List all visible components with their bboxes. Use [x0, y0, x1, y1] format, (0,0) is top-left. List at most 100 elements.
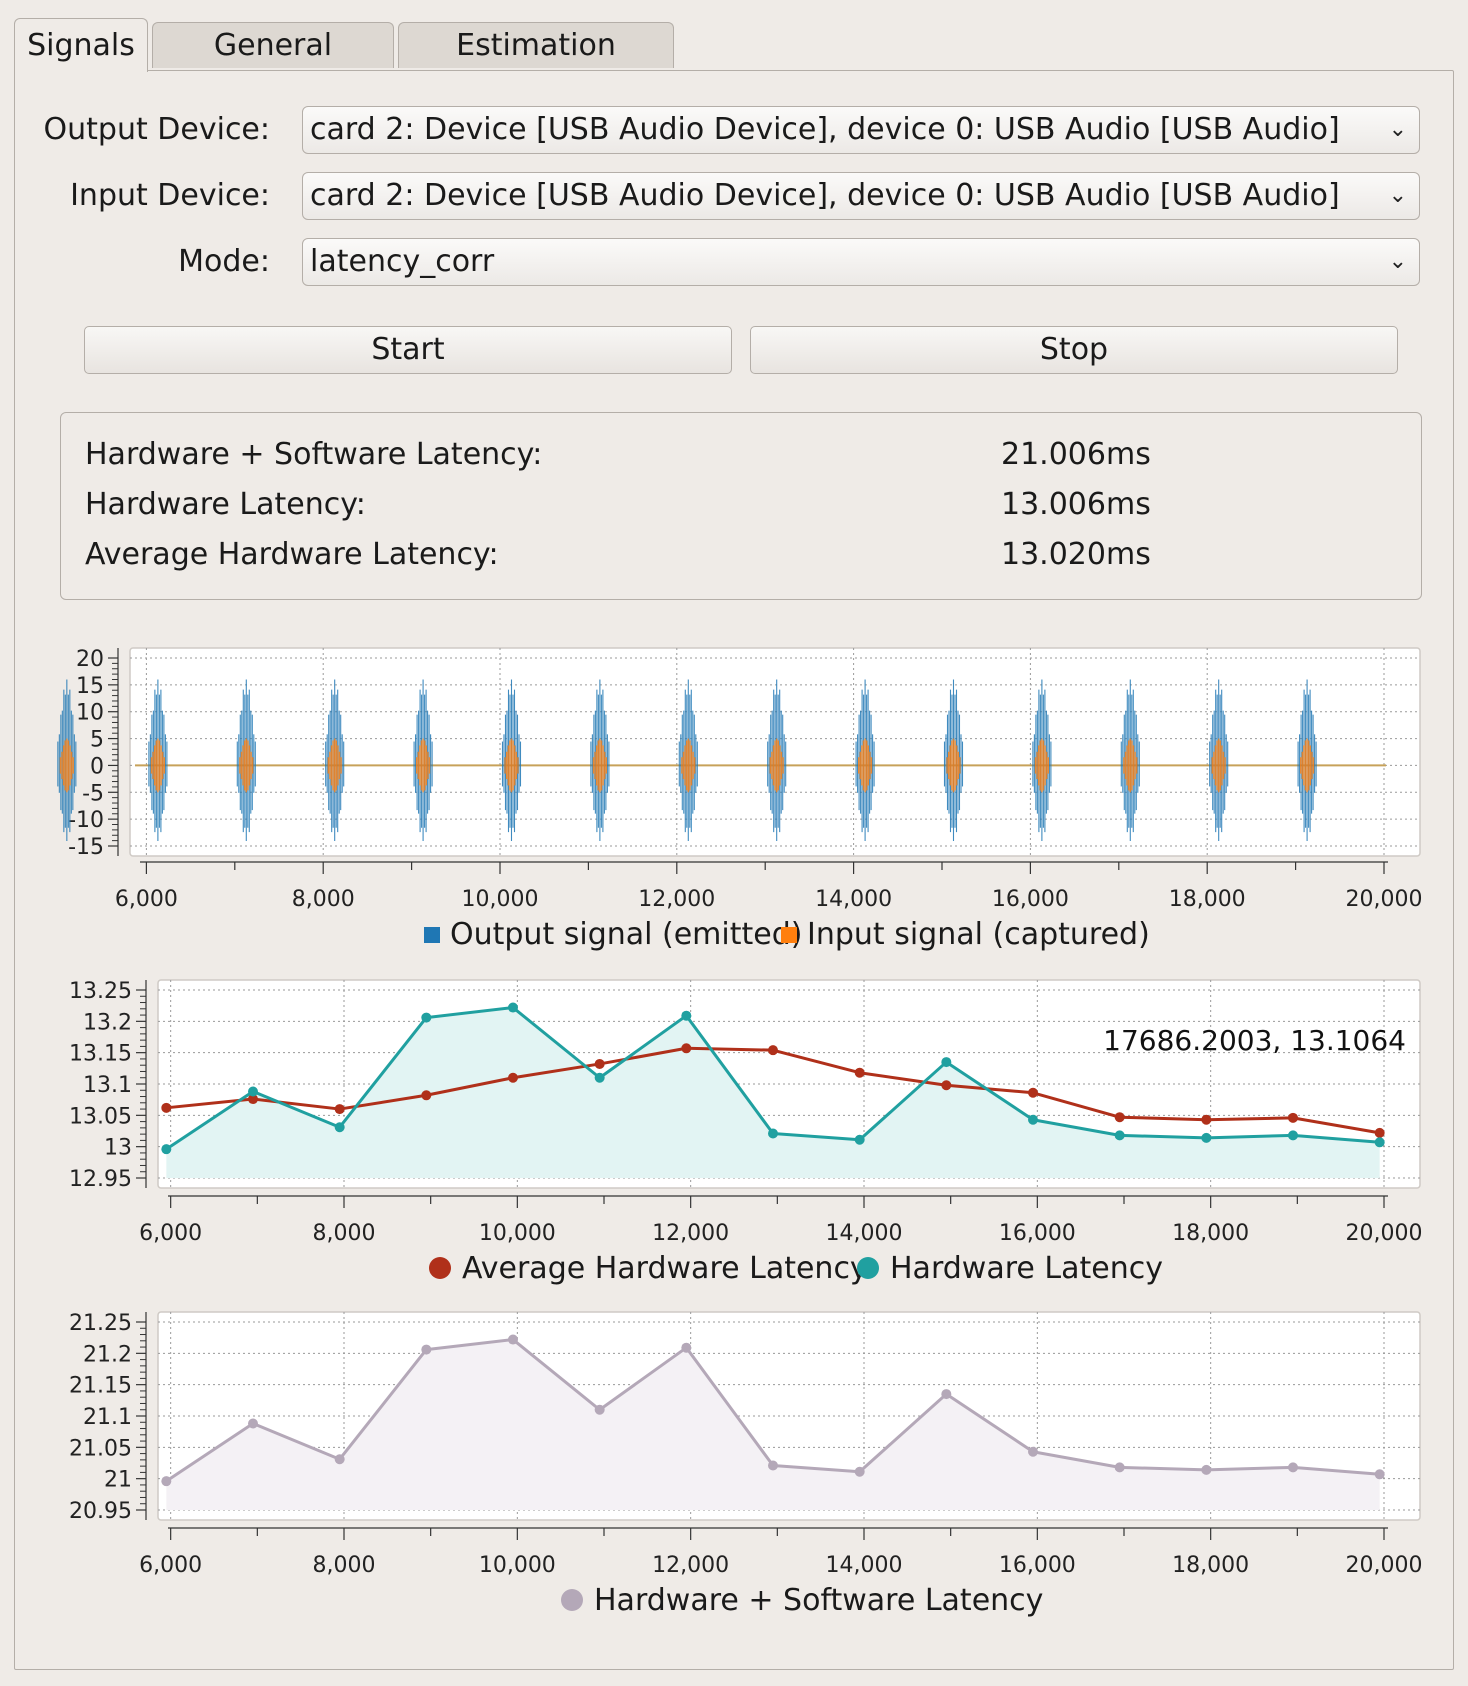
x-tick-label: 12,000 [652, 1221, 729, 1246]
legend-input-signal: Input signal (captured) [807, 917, 1150, 952]
data-point [594, 1072, 605, 1083]
data-point [1288, 1130, 1298, 1141]
signal-burst [855, 679, 875, 842]
chevron-down-icon: ⌄ [1388, 117, 1407, 142]
data-point [1374, 1469, 1385, 1480]
x-tick-label: 8,000 [313, 1221, 376, 1246]
hardware-latency-chart[interactable]: 13.25 13.2 13.15 13.1 13.05 13 12.95 6,000 8,000… [0, 968, 1468, 1300]
y-tick-label: 21 [104, 1468, 132, 1493]
y-tick-label: -5 [82, 781, 104, 806]
y-tick-label: 13.05 [69, 1104, 132, 1129]
x-tick-label: 14,000 [826, 1221, 903, 1246]
x-tick-label: 10,000 [479, 1221, 556, 1246]
mode-select[interactable]: latency_corr ⌄ [302, 238, 1420, 286]
y-tick-label: 13.15 [69, 1042, 132, 1067]
data-point [1201, 1114, 1212, 1125]
signal-burst [236, 679, 256, 842]
mode-label: Mode: [178, 244, 270, 279]
data-point [421, 1012, 432, 1023]
hw-sw-latency-chart[interactable]: 21.25 21.2 21.15 21.1 21.05 21 20.95 6,000 8,000… [0, 1300, 1468, 1632]
tab-estimation-options[interactable]: Estimation Options [398, 22, 674, 109]
y-tick-label: 13.25 [69, 979, 132, 1004]
data-point [768, 1128, 778, 1139]
x-tick-label: 12,000 [638, 887, 715, 912]
input-device-label: Input Device: [70, 178, 270, 213]
avg-hw-latency-label: Average Hardware Latency: [85, 537, 499, 572]
data-point [941, 1057, 952, 1068]
data-point [854, 1067, 865, 1078]
data-point [681, 1043, 692, 1054]
y-tick-label: 20 [76, 647, 104, 672]
output-device-label: Output Device: [43, 112, 270, 147]
data-point [1201, 1132, 1212, 1143]
data-point [854, 1134, 865, 1145]
x-tick-label: 18,000 [1172, 1553, 1249, 1578]
legend-swatch-output [424, 927, 440, 943]
x-tick-label: 10,000 [462, 887, 539, 912]
series-area [166, 1007, 1380, 1178]
y-tick-label: 10 [76, 701, 104, 726]
data-point [1114, 1462, 1125, 1473]
x-tick-label: 6,000 [139, 1221, 202, 1246]
x-tick-label: 20,000 [1346, 1553, 1423, 1578]
y-tick-label: -15 [68, 835, 104, 860]
data-point [334, 1104, 345, 1115]
data-point [161, 1476, 172, 1487]
data-point [594, 1058, 605, 1069]
cursor-coordinate-readout: 17686.2003, 13.1064 [1103, 1024, 1406, 1057]
legend-swatch-average [429, 1257, 451, 1279]
x-tick-label: 16,000 [999, 1221, 1076, 1246]
data-point [248, 1094, 258, 1105]
tab-general-options[interactable]: General Options [152, 22, 394, 109]
data-point [768, 1460, 778, 1471]
signal-burst [943, 679, 964, 842]
data-point [248, 1086, 258, 1097]
latency-results-box: Hardware + Software Latency: 21.006ms Ha… [60, 412, 1422, 600]
y-tick-label: 21.05 [69, 1436, 132, 1461]
start-button-label: Start [371, 332, 445, 367]
legend-swatch-hardware [857, 1257, 879, 1279]
chevron-down-icon: ⌄ [1388, 249, 1407, 274]
signal-burst [1032, 679, 1052, 842]
y-tick-label: 21.2 [83, 1342, 132, 1367]
output-device-value: card 2: Device [USB Audio Device], devic… [310, 112, 1340, 147]
data-point [681, 1342, 692, 1353]
signal-burst [413, 679, 433, 842]
data-point [1114, 1112, 1125, 1123]
x-tick-label: 20,000 [1346, 887, 1423, 912]
output-device-select[interactable]: card 2: Device [USB Audio Device], devic… [302, 106, 1420, 154]
data-point [941, 1080, 952, 1091]
x-tick-label: 12,000 [652, 1553, 729, 1578]
legend-hw-sw-latency: Hardware + Software Latency [594, 1583, 1043, 1618]
y-tick-label: 21.15 [69, 1374, 132, 1399]
start-button[interactable]: Start [84, 326, 732, 374]
legend-hardware-latency: Hardware Latency [890, 1251, 1163, 1286]
data-point [1028, 1114, 1038, 1125]
data-point [421, 1090, 432, 1101]
signal-burst [1120, 679, 1140, 842]
data-point [508, 1072, 518, 1083]
signal-burst [767, 679, 787, 842]
y-tick-label: 13 [104, 1136, 132, 1161]
x-tick-label: 8,000 [292, 887, 355, 912]
tab-signals[interactable]: Signals [14, 18, 148, 72]
x-tick-label: 6,000 [139, 1553, 202, 1578]
data-point [1201, 1464, 1212, 1475]
x-tick-label: 18,000 [1169, 887, 1246, 912]
data-point [594, 1404, 605, 1415]
data-point [334, 1454, 345, 1465]
stop-button[interactable]: Stop [750, 326, 1398, 374]
data-point [1374, 1137, 1385, 1148]
hw-latency-label: Hardware Latency: [85, 487, 366, 522]
data-point [508, 1334, 518, 1345]
y-tick-label: 13.2 [83, 1010, 132, 1035]
input-device-select[interactable]: card 2: Device [USB Audio Device], devic… [302, 172, 1420, 220]
data-point [161, 1144, 172, 1155]
signal-burst [1209, 679, 1229, 842]
data-point [1288, 1112, 1298, 1123]
data-point [681, 1010, 692, 1021]
data-point [334, 1122, 345, 1133]
signal-burst [501, 679, 522, 842]
data-point [161, 1102, 172, 1113]
